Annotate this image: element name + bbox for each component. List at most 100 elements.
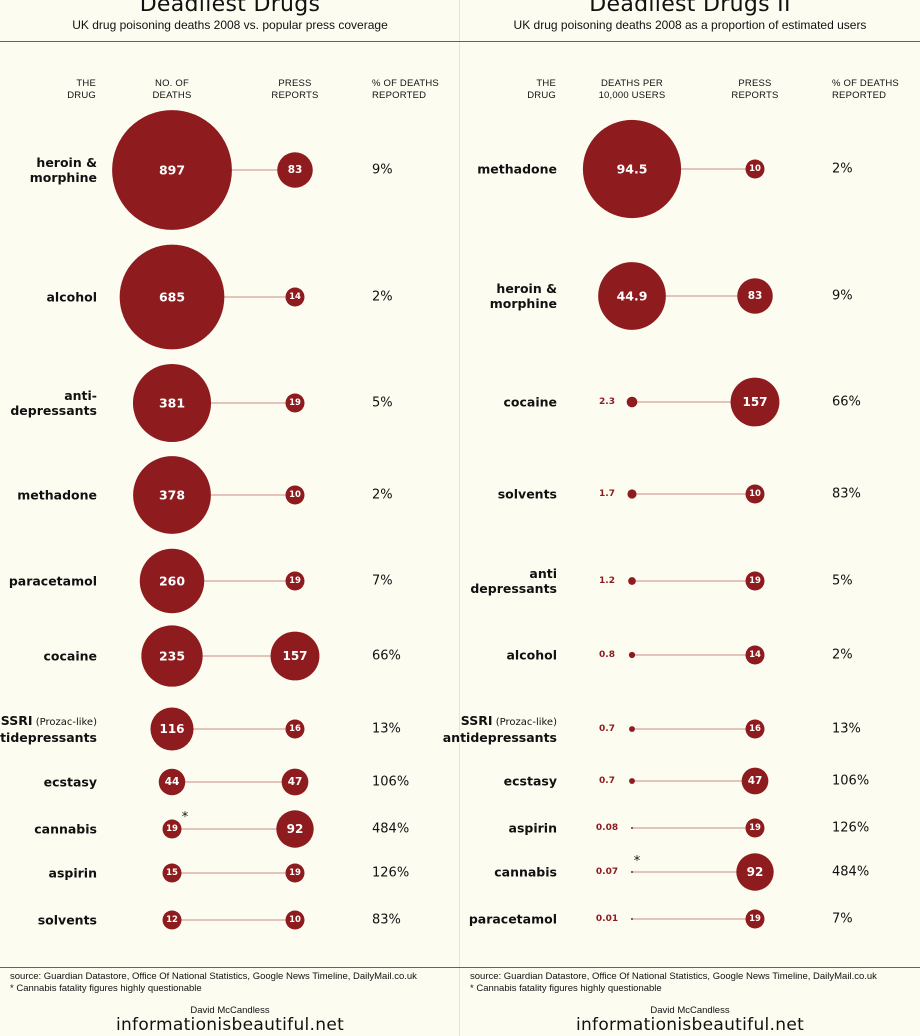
pct-reported: 2% (372, 487, 393, 503)
value-label: 19 (166, 824, 178, 834)
press-circle (736, 853, 774, 891)
drug-label: anti- depressants (10, 388, 97, 418)
row-8: 0.08 19 (596, 818, 765, 838)
row-2: 2.3 157 (599, 377, 780, 427)
press-label: 157 (742, 395, 767, 409)
press-circle (277, 152, 313, 188)
footnote-marker: * (634, 854, 641, 869)
pct-reported: 13% (372, 721, 401, 737)
value-circle (582, 119, 682, 219)
value-circle (162, 910, 182, 930)
pct-reported: 484% (832, 864, 870, 880)
drug-label: cannabis (34, 821, 97, 837)
pct-reported: 66% (372, 648, 401, 664)
press-circle (745, 159, 765, 179)
press-circle (730, 377, 780, 427)
pct-reported: 2% (372, 289, 393, 305)
drug-label: SSRI (Prozac-like) antidepressants (437, 713, 557, 745)
press-circle (281, 768, 309, 796)
value-circle (631, 827, 633, 829)
value-label: 378 (159, 488, 185, 503)
pct-reported: 484% (372, 821, 410, 837)
row-6: 0.7 16 (599, 719, 765, 739)
drug-label: cocaine (43, 648, 97, 664)
value-circle (162, 863, 182, 883)
header-drug: THE DRUG (527, 78, 556, 101)
header-value: DEATHS PER 10,000 USERS (598, 78, 666, 101)
press-label: 16 (289, 724, 301, 734)
value-label: 0.07 (596, 867, 618, 877)
author-credit: David McCandless (190, 1005, 270, 1016)
press-circle (276, 810, 314, 848)
pct-reported: 13% (832, 721, 861, 737)
footer-rule (460, 967, 920, 968)
drug-name: SSRI (0, 713, 33, 728)
press-circle (737, 278, 773, 314)
press-label: 92 (747, 865, 764, 879)
header-pct: % OF DEATHS REPORTED (372, 78, 439, 101)
value-circle (141, 625, 203, 687)
pct-reported: 126% (372, 865, 410, 881)
drug-label: methadone (477, 161, 557, 177)
drug-label: alcohol (506, 647, 558, 663)
value-label: 44 (165, 776, 180, 788)
value-label: 685 (159, 290, 185, 305)
drug-label: heroin & morphine (489, 281, 557, 311)
press-circle (285, 393, 305, 413)
press-label: 19 (289, 398, 301, 408)
press-circle (745, 818, 765, 838)
value-label: 2.3 (599, 397, 615, 407)
press-label: 19 (749, 823, 761, 833)
header-value: NO. OF DEATHS (152, 78, 192, 101)
value-label: 381 (159, 396, 185, 411)
press-circle (745, 484, 765, 504)
press-label: 10 (289, 490, 301, 500)
footnote: * Cannabis fatality figures highly quest… (470, 983, 662, 994)
drug-label: methadone (17, 487, 97, 503)
drug-label: cannabis (494, 864, 557, 880)
press-circle (270, 631, 320, 681)
row-5: 0.8 14 (599, 645, 765, 665)
pct-reported: 9% (372, 162, 393, 178)
press-label: 19 (749, 576, 761, 586)
drug-label: cocaine (503, 394, 557, 410)
drug-label: alcohol (46, 289, 98, 305)
row-9: 15 19 (162, 863, 305, 883)
press-label: 157 (282, 649, 307, 663)
chart-panel-deaths: Deadliest Drugs UK drug poisoning deaths… (0, 0, 460, 1035)
press-label: 92 (287, 822, 304, 836)
press-label: 19 (749, 914, 761, 924)
value-label: 0.01 (596, 914, 618, 924)
drug-label: SSRI (Prozac-like) antidepressants (0, 713, 97, 745)
row-2: 381 19 (132, 363, 305, 443)
value-label: 0.7 (599, 776, 615, 786)
value-label: 15 (166, 868, 178, 878)
value-label: 0.7 (599, 724, 615, 734)
value-label: 0.8 (599, 650, 615, 660)
site-link[interactable]: informationisbeautiful.net (575, 1015, 805, 1035)
drug-name-line2: antidepressants (0, 730, 97, 745)
value-circle (631, 871, 633, 873)
press-circle (285, 485, 305, 505)
drug-label: aspirin (508, 820, 557, 836)
value-label: 0.08 (596, 823, 618, 833)
header-press: PRESS REPORTS (271, 78, 319, 101)
chart-panel-per-user: Deadliest Drugs II UK drug poisoning dea… (443, 0, 920, 1036)
press-label: 47 (748, 775, 763, 787)
value-circle (629, 778, 635, 784)
value-label: 260 (159, 574, 185, 589)
press-circle (745, 571, 765, 591)
value-label: 235 (159, 649, 185, 664)
press-circle (745, 719, 765, 739)
footnote-marker: * (182, 810, 189, 825)
header-press: PRESS REPORTS (731, 78, 779, 101)
row-10: 0.01 19 (596, 909, 765, 929)
press-label: 47 (288, 776, 303, 788)
drug-note: (Prozac-like) (32, 717, 97, 728)
site-link[interactable]: informationisbeautiful.net (115, 1015, 345, 1035)
header-drug: THE DRUG (67, 78, 96, 101)
press-circle (285, 863, 305, 883)
pct-reported: 7% (372, 573, 393, 589)
chart-title: Deadliest Drugs (139, 0, 321, 17)
value-circle (139, 548, 205, 614)
